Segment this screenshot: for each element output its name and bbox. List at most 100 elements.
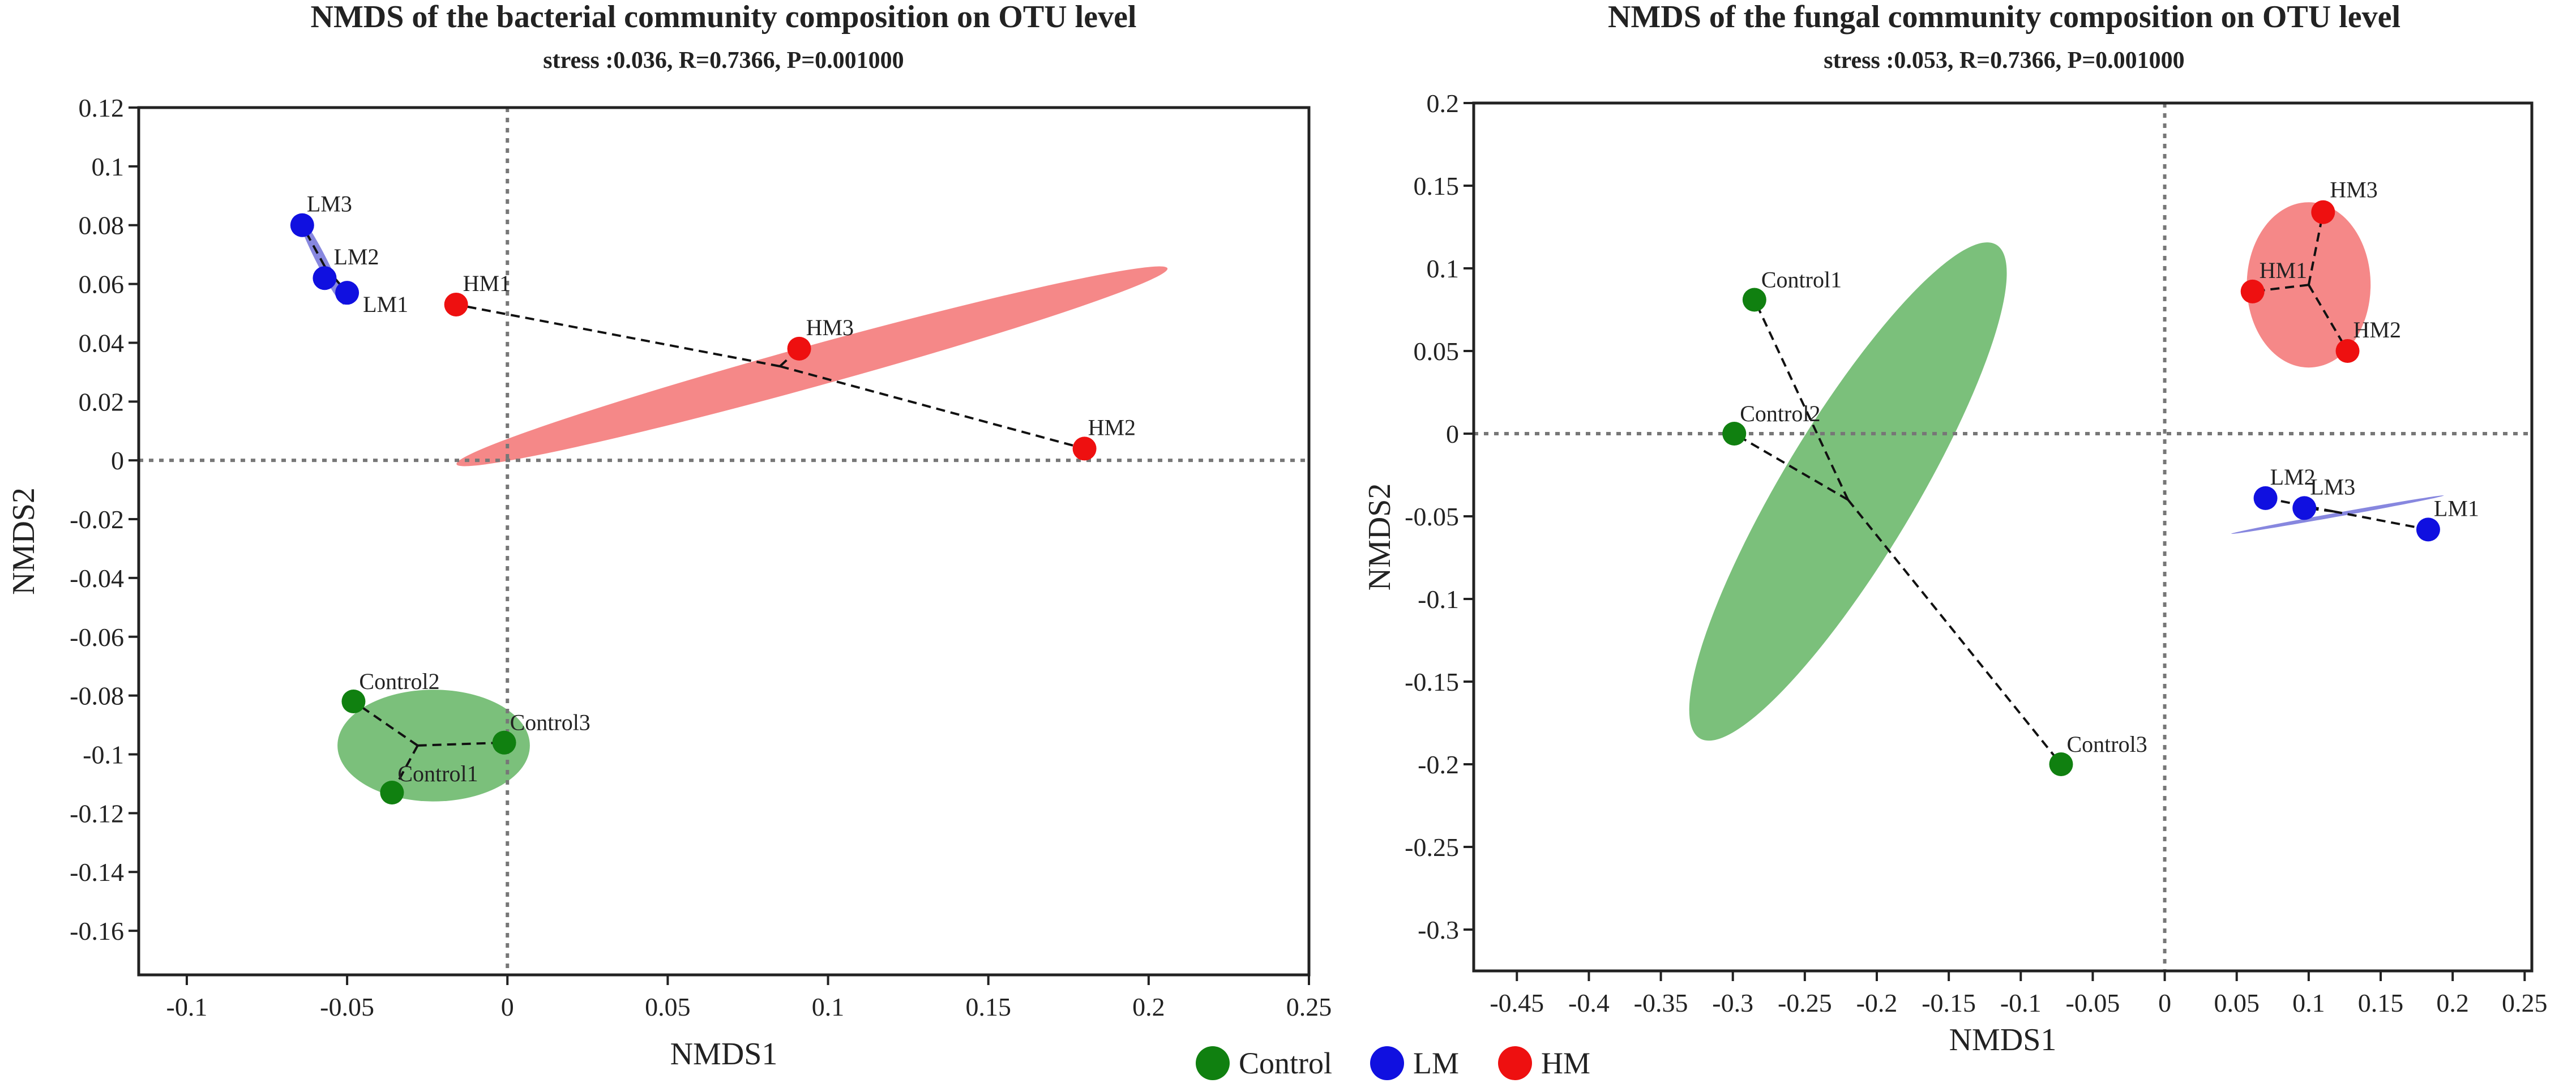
spider-line-hm2: [2308, 284, 2349, 352]
x-tick-label: -0.05: [2066, 988, 2120, 1017]
point-hm1: [444, 292, 468, 316]
x-axis-label: NMDS1: [670, 1037, 778, 1072]
x-tick-label: 0.05: [2214, 988, 2260, 1017]
point-label-hm1: HM1: [2260, 258, 2307, 283]
y-axis-label: NMDS2: [1362, 483, 1397, 591]
plot-frame: [137, 106, 1311, 977]
point-control1: [1742, 288, 1766, 312]
x-tick-label: 0.05: [645, 992, 691, 1021]
legend-label-hm: HM: [1541, 1046, 1590, 1080]
chart-title: NMDS of the bacterial community composit…: [311, 0, 1137, 35]
x-tick-label: 0.2: [1132, 992, 1165, 1021]
point-label-control2: Control2: [359, 669, 439, 694]
point-lm3: [2292, 496, 2317, 520]
point-lm2: [2253, 486, 2278, 510]
x-tick-label: -0.05: [320, 992, 374, 1021]
point-label-control3: Control3: [2066, 731, 2147, 757]
y-tick-label: 0.05: [1414, 337, 1460, 366]
y-tick-label: 0.2: [1427, 89, 1460, 118]
point-label-hm1: HM1: [463, 271, 511, 296]
point-label-hm3: HM3: [806, 315, 854, 340]
y-tick-label: -0.14: [70, 858, 124, 887]
y-tick-label: -0.02: [70, 505, 124, 534]
x-tick-label: -0.4: [1568, 988, 1610, 1017]
point-control2: [341, 690, 366, 714]
x-tick-label: 0: [501, 992, 514, 1021]
x-tick-label: -0.1: [166, 992, 208, 1021]
y-tick-label: 0: [111, 446, 124, 475]
chart-title: NMDS of the fungal community composition…: [1608, 0, 2400, 35]
point-label-control3: Control3: [510, 710, 590, 735]
point-label-hm2: HM2: [1088, 414, 1136, 440]
y-tick-label: 0.1: [92, 152, 125, 181]
spider-line-control3: [1847, 499, 2062, 765]
y-tick-label: -0.2: [1418, 750, 1459, 779]
point-label-hm3: HM3: [2330, 177, 2377, 203]
point-hm3: [787, 336, 811, 361]
point-label-lm1: LM1: [363, 292, 408, 317]
x-tick-label: -0.25: [1778, 988, 1832, 1017]
spider-line-lm3: [301, 224, 326, 267]
x-tick-label: 0.15: [2358, 988, 2404, 1017]
point-label-lm3: LM3: [2310, 474, 2355, 499]
y-tick-label: 0.04: [79, 328, 125, 357]
x-tick-label: -0.45: [1490, 988, 1544, 1017]
x-tick-label: -0.2: [1856, 988, 1898, 1017]
y-tick-label: -0.1: [1418, 585, 1459, 614]
point-control3: [492, 730, 516, 755]
x-tick-label: -0.1: [2000, 988, 2042, 1017]
y-tick-label: -0.08: [70, 682, 124, 710]
control-confidence-ellipse: [1689, 242, 2007, 741]
point-label-control1: Control1: [1761, 267, 1842, 292]
legend-label-control: Control: [1239, 1046, 1332, 1080]
y-tick-label: -0.12: [70, 799, 124, 828]
spider-line-control2: [1734, 433, 1849, 501]
x-tick-label: -0.35: [1634, 988, 1688, 1017]
point-lm1: [335, 281, 360, 305]
chart-subtitle: stress :0.053, R=0.7366, P=0.001000: [1824, 48, 2184, 74]
x-tick-label: 0.25: [1286, 992, 1332, 1021]
spider-line-hm3: [2307, 212, 2325, 285]
point-hm2: [1072, 436, 1097, 461]
point-hm1: [2240, 279, 2265, 303]
legend-label-lm: LM: [1413, 1046, 1459, 1080]
y-tick-label: -0.25: [1405, 833, 1459, 862]
point-label-lm2: LM2: [2270, 464, 2316, 490]
point-label-lm1: LM1: [2434, 495, 2479, 521]
y-tick-label: 0.06: [79, 270, 125, 299]
point-hm2: [2335, 339, 2360, 363]
spider-line-lm1: [2333, 510, 2429, 531]
x-tick-label: 0.1: [812, 992, 845, 1021]
chart-subtitle: stress :0.036, R=0.7366, P=0.001000: [543, 48, 904, 74]
y-tick-label: -0.3: [1418, 915, 1459, 944]
x-tick-label: 0.15: [965, 992, 1011, 1021]
legend-marker-hm: [1498, 1046, 1532, 1080]
y-tick-label: -0.16: [70, 917, 124, 945]
point-hm3: [2311, 200, 2335, 224]
spider-line-control2: [353, 700, 418, 747]
point-control1: [380, 781, 404, 805]
plot-frame: [1472, 101, 2534, 973]
y-tick-label: -0.15: [1405, 667, 1459, 696]
y-tick-label: 0: [1446, 419, 1459, 448]
y-axis-label: NMDS2: [6, 487, 41, 595]
y-tick-label: -0.05: [1405, 502, 1459, 531]
spider-line-hm1: [456, 303, 780, 367]
point-lm2: [313, 266, 337, 290]
lm-confidence-ellipse: [2231, 495, 2444, 534]
point-label-hm2: HM2: [2354, 317, 2401, 343]
y-tick-label: -0.1: [83, 740, 124, 769]
point-label-control2: Control2: [1740, 401, 1820, 426]
point-control3: [2049, 752, 2073, 776]
bacterial-nmds-panel: NMDS of the bacterial community composit…: [6, 0, 1332, 1072]
spider-line-hm2: [780, 365, 1085, 450]
legend: Control LM HM: [1196, 1046, 1590, 1080]
point-label-lm2: LM2: [333, 244, 379, 269]
spider-line-lm3: [2304, 507, 2334, 513]
legend-marker-lm: [1370, 1046, 1404, 1080]
point-lm3: [290, 213, 314, 237]
point-label-lm3: LM3: [307, 191, 352, 217]
x-tick-label: -0.15: [1922, 988, 1976, 1017]
x-tick-label: 0.25: [2502, 988, 2548, 1017]
y-tick-label: -0.04: [70, 564, 124, 593]
